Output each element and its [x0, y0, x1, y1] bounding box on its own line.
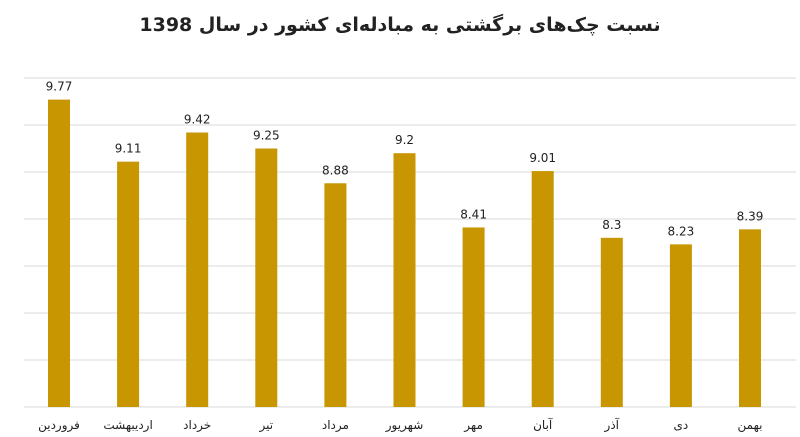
bar [531, 171, 554, 407]
data-label: 9.77 [46, 80, 73, 94]
bar [393, 153, 416, 407]
category-label: آذر [604, 417, 620, 433]
category-label: تیر [259, 418, 274, 433]
data-label: 9.2 [395, 133, 414, 147]
data-label: 8.23 [668, 224, 695, 238]
category-label: خرداد [183, 418, 211, 433]
bar [186, 132, 209, 407]
data-label: 8.41 [460, 207, 487, 221]
data-label: 8.88 [322, 163, 349, 177]
data-label: 8.39 [737, 209, 764, 223]
data-label: 9.11 [115, 142, 142, 156]
bar [324, 183, 347, 407]
bar [739, 229, 761, 407]
data-label: 9.25 [253, 129, 280, 143]
category-label: دی [674, 418, 689, 432]
category-label: مهر [463, 418, 483, 433]
bar [462, 227, 485, 407]
bar [669, 244, 692, 407]
bar [255, 148, 278, 407]
category-label: فروردین [38, 418, 80, 433]
chart-title: نسبت چک‌های برگشتی به مبادله‌ای کشور در … [139, 14, 661, 36]
data-label: 8.3 [602, 218, 621, 232]
category-label: آبان [533, 417, 553, 432]
category-label: شهریور [385, 418, 424, 433]
data-label: 9.01 [529, 151, 556, 165]
bar [48, 99, 70, 408]
category-label: مرداد [322, 418, 349, 433]
data-label: 9.42 [184, 113, 211, 127]
bar [600, 237, 623, 407]
category-label: بهمن [738, 418, 763, 433]
bar [117, 161, 140, 407]
category-label: اردیبهشت [103, 418, 152, 433]
